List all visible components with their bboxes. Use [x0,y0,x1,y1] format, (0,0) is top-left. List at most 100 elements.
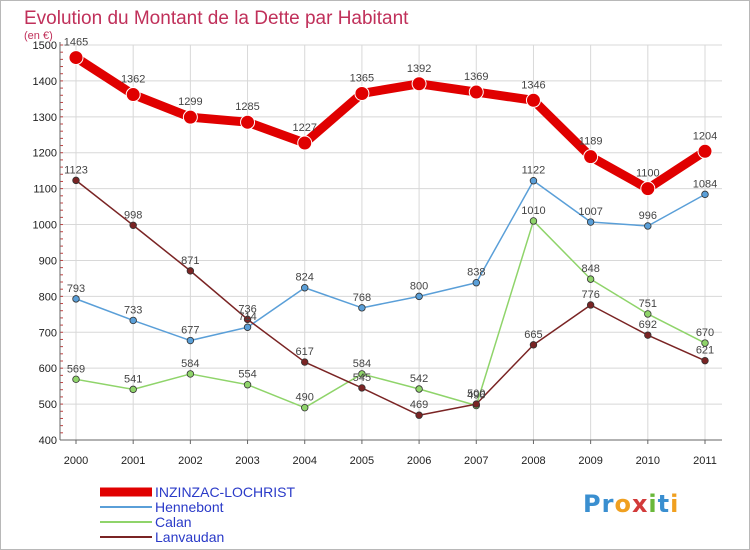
data-labels: 793 733 677 714 824 768 800 838 1122 1007 996 1084 5… [64,37,717,412]
data-label: 871 [181,255,199,267]
data-label: 1122 [522,165,546,177]
x-tick-label: 2004 [292,455,316,467]
logo-letter: i [648,490,658,518]
data-label: 621 [696,345,714,357]
data-point [129,316,137,325]
data-label: 733 [124,304,142,316]
data-label: 793 [67,283,85,295]
data-point [358,370,366,378]
data-label: 1204 [693,130,717,142]
data-label: 584 [353,358,371,370]
data-point [243,323,252,331]
data-label: 665 [524,329,542,341]
x-tick-label: 2010 [636,455,660,467]
data-label: 545 [353,372,371,384]
logo-letter: P [583,490,602,518]
x-tick-label: 2000 [64,455,88,467]
data-point [297,135,313,151]
y-tick-label: 600 [39,363,57,375]
data-label: 1084 [693,178,717,190]
data-label: 800 [410,280,428,292]
data-label: 617 [296,346,314,358]
data-label: 1346 [521,79,545,91]
axes: 400 500 600 700 800 900 1000 1100 1200 1300 1400 15… [33,40,722,467]
data-point [186,370,195,378]
data-point [529,217,538,225]
data-point [644,310,652,318]
data-label: 500 [467,388,485,400]
x-tick-label: 2003 [235,455,259,467]
data-label: 714 [238,311,256,323]
data-point [186,336,195,345]
data-point [472,279,480,287]
data-label: 838 [467,267,485,279]
y-tick-label: 1000 [33,220,57,232]
data-point [301,358,309,366]
data-point [583,149,599,165]
data-point [468,84,484,100]
data-label: 1100 [636,168,660,180]
x-tick-label: 2005 [350,455,374,467]
y-tick-label: 1100 [33,184,57,196]
data-point [701,190,709,199]
data-point [129,385,137,394]
data-label: 1189 [579,136,603,148]
data-label: 569 [67,363,85,375]
series-line-calan [75,220,706,409]
data-label: 736 [238,303,256,315]
data-point [529,341,538,349]
data-point [640,181,656,197]
data-point [472,400,480,408]
data-label: 768 [353,292,371,304]
y-tick-label: 900 [39,255,57,267]
data-label: 1123 [64,164,88,176]
chart-title: Evolution du Montant de la Dette par Hab… [24,8,409,29]
series-line-hennebont [75,179,706,342]
data-label: 554 [238,369,256,381]
logo-letter: i [670,490,680,518]
data-point [586,275,595,283]
data-label: 1285 [235,101,259,113]
data-point [129,221,137,229]
y-tick-label: 800 [39,291,57,303]
data-point [525,92,541,108]
data-label: 1369 [464,71,488,83]
data-point [72,295,80,303]
data-label: 469 [410,399,428,411]
data-label: 998 [124,209,142,221]
legend-label: Hennebont [155,499,224,515]
x-tick-label: 2009 [578,455,602,467]
data-label: 1299 [178,96,202,108]
data-point [72,176,80,185]
data-point [701,356,709,365]
logo-letter: r [601,490,615,518]
data-point [301,403,309,412]
y-tick-label: 400 [39,435,57,447]
data-point [186,267,195,275]
data-label: 1465 [64,37,88,49]
data-point [182,109,198,125]
data-point [243,315,252,324]
y-tick-label: 700 [39,327,57,339]
data-label: 490 [296,392,314,404]
y-tick-label: 1200 [33,148,57,160]
series-line-inzinzac-lochrist [71,53,710,194]
y-tick-label: 1400 [33,76,57,88]
data-label: 1007 [578,206,602,218]
data-point [240,114,256,130]
chart-subtitle: (en €) [24,30,53,42]
data-point [72,375,80,384]
legend-label: Calan [155,514,192,530]
data-point [644,331,652,339]
y-tick-label: 500 [39,399,57,411]
data-point [586,218,595,226]
data-point [301,284,309,292]
logo-letter: x [631,490,649,518]
x-tick-label: 2008 [521,455,545,467]
data-point [415,292,423,301]
data-label: 1365 [350,72,374,84]
x-tick-label: 2001 [121,455,145,467]
legend-label: INZINZAC-LOCHRIST [155,484,295,500]
data-label: 776 [581,289,599,301]
